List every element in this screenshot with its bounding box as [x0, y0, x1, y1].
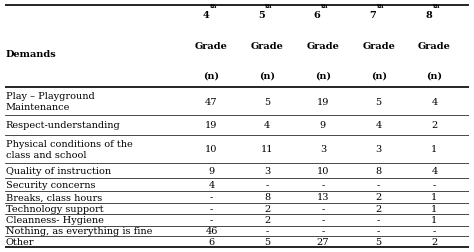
Text: 47: 47: [205, 97, 218, 106]
Text: (n): (n): [259, 71, 275, 80]
Text: 1: 1: [431, 204, 438, 213]
Text: 13: 13: [317, 193, 329, 202]
Text: 9: 9: [209, 166, 215, 175]
Text: -: -: [265, 226, 269, 235]
Text: 5: 5: [258, 11, 265, 20]
Text: 19: 19: [317, 97, 329, 106]
Text: -: -: [433, 180, 436, 189]
Text: Grade: Grade: [418, 42, 451, 51]
Text: 4: 4: [209, 180, 215, 189]
Text: (n): (n): [427, 71, 442, 80]
Text: 2: 2: [431, 237, 438, 246]
Text: -: -: [377, 180, 380, 189]
Text: 2: 2: [431, 121, 438, 130]
Text: Demands: Demands: [6, 50, 56, 59]
Text: 6: 6: [314, 11, 320, 20]
Text: Other: Other: [6, 237, 34, 246]
Text: 4: 4: [431, 166, 438, 175]
Text: th: th: [265, 4, 273, 9]
Text: 8: 8: [425, 11, 432, 20]
Text: 10: 10: [317, 166, 329, 175]
Text: 3: 3: [264, 166, 270, 175]
Text: 5: 5: [375, 237, 382, 246]
Text: 46: 46: [205, 226, 218, 235]
Text: 2: 2: [375, 204, 382, 213]
Text: -: -: [210, 193, 213, 202]
Text: Grade: Grade: [195, 42, 228, 51]
Text: 10: 10: [205, 145, 218, 154]
Text: 4: 4: [375, 121, 382, 130]
Text: -: -: [433, 226, 436, 235]
Text: 3: 3: [320, 145, 326, 154]
Text: Grade: Grade: [307, 42, 339, 51]
Text: 4: 4: [264, 121, 270, 130]
Text: 5: 5: [375, 97, 382, 106]
Text: Nothing, as everything is fine: Nothing, as everything is fine: [6, 226, 152, 235]
Text: -: -: [210, 215, 213, 224]
Text: -: -: [210, 204, 213, 213]
Text: th: th: [433, 4, 440, 9]
Text: 5: 5: [264, 97, 270, 106]
Text: 4: 4: [202, 11, 209, 20]
Text: Respect-understanding: Respect-understanding: [6, 121, 120, 130]
Text: 5: 5: [264, 237, 270, 246]
Text: 2: 2: [264, 215, 270, 224]
Text: Play – Playground
Maintenance: Play – Playground Maintenance: [6, 92, 94, 111]
Text: 4: 4: [431, 97, 438, 106]
Text: -: -: [377, 226, 380, 235]
Text: 1: 1: [431, 193, 438, 202]
Text: -: -: [377, 215, 380, 224]
Text: Cleanness- Hygiene: Cleanness- Hygiene: [6, 215, 103, 224]
Text: Physical conditions of the
class and school: Physical conditions of the class and sch…: [6, 140, 132, 159]
Text: 1: 1: [431, 145, 438, 154]
Text: Technology support: Technology support: [6, 204, 103, 213]
Text: 11: 11: [261, 145, 273, 154]
Text: 2: 2: [264, 204, 270, 213]
Text: 8: 8: [375, 166, 382, 175]
Text: -: -: [321, 204, 325, 213]
Text: Quality of instruction: Quality of instruction: [6, 166, 111, 175]
Text: -: -: [265, 180, 269, 189]
Text: Grade: Grade: [251, 42, 283, 51]
Text: -: -: [321, 226, 325, 235]
Text: th: th: [210, 4, 217, 9]
Text: 8: 8: [264, 193, 270, 202]
Text: 19: 19: [205, 121, 218, 130]
Text: 3: 3: [375, 145, 382, 154]
Text: Grade: Grade: [362, 42, 395, 51]
Text: 27: 27: [317, 237, 329, 246]
Text: -: -: [321, 180, 325, 189]
Text: (n): (n): [315, 71, 331, 80]
Text: (n): (n): [203, 71, 219, 80]
Text: th: th: [377, 4, 384, 9]
Text: Security concerns: Security concerns: [6, 180, 95, 189]
Text: 7: 7: [370, 11, 376, 20]
Text: -: -: [321, 215, 325, 224]
Text: 9: 9: [320, 121, 326, 130]
Text: (n): (n): [371, 71, 387, 80]
Text: th: th: [321, 4, 328, 9]
Text: 2: 2: [375, 193, 382, 202]
Text: Breaks, class hours: Breaks, class hours: [6, 193, 102, 202]
Text: 6: 6: [209, 237, 215, 246]
Text: 1: 1: [431, 215, 438, 224]
